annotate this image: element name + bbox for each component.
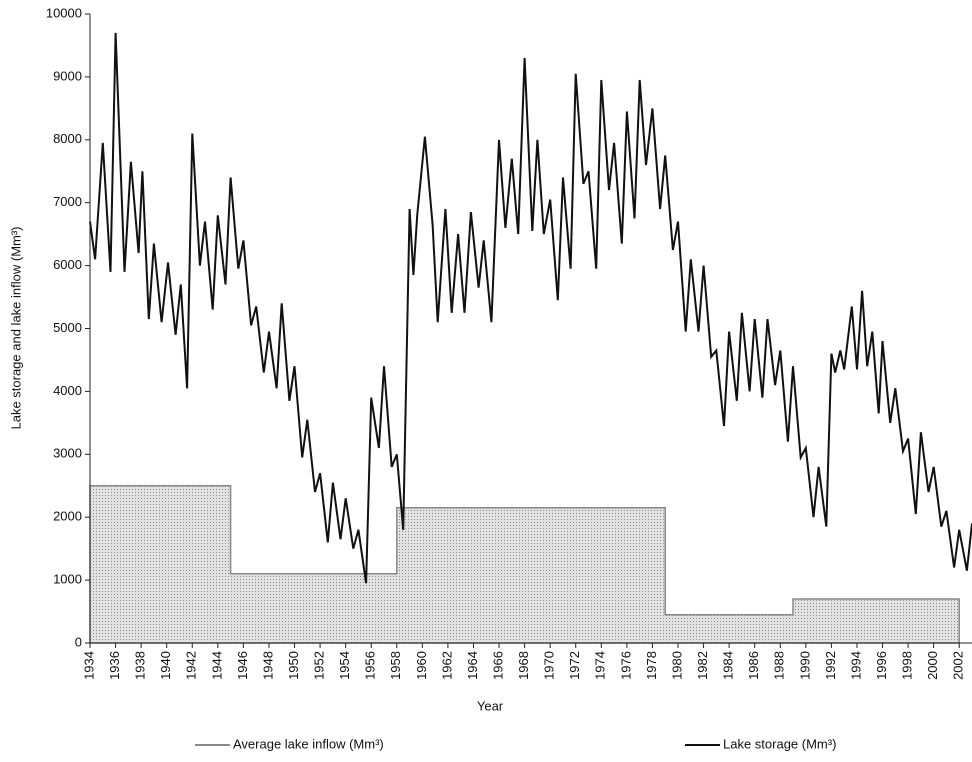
x-tick-label: 1984	[721, 651, 736, 680]
x-tick-label: 1994	[848, 651, 863, 680]
y-tick-label: 2000	[53, 509, 82, 524]
x-tick-label: 1988	[772, 651, 787, 680]
x-tick-label: 1944	[209, 651, 224, 680]
x-tick-label: 1938	[133, 651, 148, 680]
x-tick-label: 1948	[260, 651, 275, 680]
x-tick-label: 1960	[414, 651, 429, 680]
x-tick-label: 1952	[312, 651, 327, 680]
x-tick-label: 1992	[823, 651, 838, 680]
x-tick-label: 1996	[874, 651, 889, 680]
y-axis-label: Lake storage and lake inflow (Mm³)	[8, 226, 23, 429]
x-tick-label: 1956	[363, 651, 378, 680]
x-tick-label: 1966	[490, 651, 505, 680]
y-tick-label: 6000	[53, 257, 82, 272]
x-tick-label: 1978	[644, 651, 659, 680]
x-tick-label: 1990	[797, 651, 812, 680]
x-tick-label: 1936	[107, 651, 122, 680]
inflow-area	[89, 485, 960, 644]
x-tick-label: 2000	[925, 651, 940, 680]
x-axis-label: Year	[477, 698, 504, 713]
x-tick-label: 1958	[388, 651, 403, 680]
y-tick-label: 8000	[53, 131, 82, 146]
x-tick-label: 1942	[184, 651, 199, 680]
x-tick-label: 1998	[900, 651, 915, 680]
x-tick-label: 1974	[593, 651, 608, 680]
y-tick-label: 7000	[53, 194, 82, 209]
x-tick-label: 2002	[951, 651, 966, 680]
x-tick-label: 1940	[158, 651, 173, 680]
x-tick-label: 1962	[439, 651, 454, 680]
y-tick-label: 5000	[53, 320, 82, 335]
x-tick-label: 1964	[465, 651, 480, 680]
y-tick-label: 9000	[53, 68, 82, 83]
legend-label: Average lake inflow (Mm³)	[233, 736, 384, 751]
x-tick-label: 1972	[567, 651, 582, 680]
y-tick-label: 4000	[53, 383, 82, 398]
x-tick-label: 1982	[695, 651, 710, 680]
y-tick-label: 3000	[53, 446, 82, 461]
y-tick-label: 0	[75, 634, 82, 649]
x-tick-label: 1954	[337, 651, 352, 680]
x-tick-label: 1970	[542, 651, 557, 680]
y-tick-label: 10000	[46, 5, 82, 20]
x-tick-label: 1946	[235, 651, 250, 680]
storage-line	[89, 32, 972, 584]
x-tick-label: 1934	[81, 651, 96, 680]
x-tick-label: 1980	[669, 651, 684, 680]
x-tick-label: 1950	[286, 651, 301, 680]
legend-label: Lake storage (Mm³)	[723, 736, 836, 751]
x-tick-label: 1976	[618, 651, 633, 680]
x-tick-label: 1986	[746, 651, 761, 680]
y-tick-label: 1000	[53, 572, 82, 587]
x-tick-label: 1968	[516, 651, 531, 680]
